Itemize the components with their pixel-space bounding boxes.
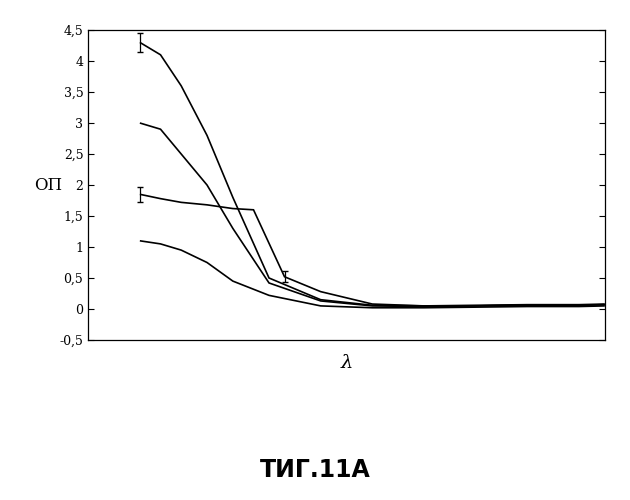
Text: ΤИГ.11А: ΤИГ.11А (260, 458, 370, 482)
X-axis label: λ: λ (340, 354, 353, 372)
Y-axis label: ОП: ОП (34, 176, 62, 194)
